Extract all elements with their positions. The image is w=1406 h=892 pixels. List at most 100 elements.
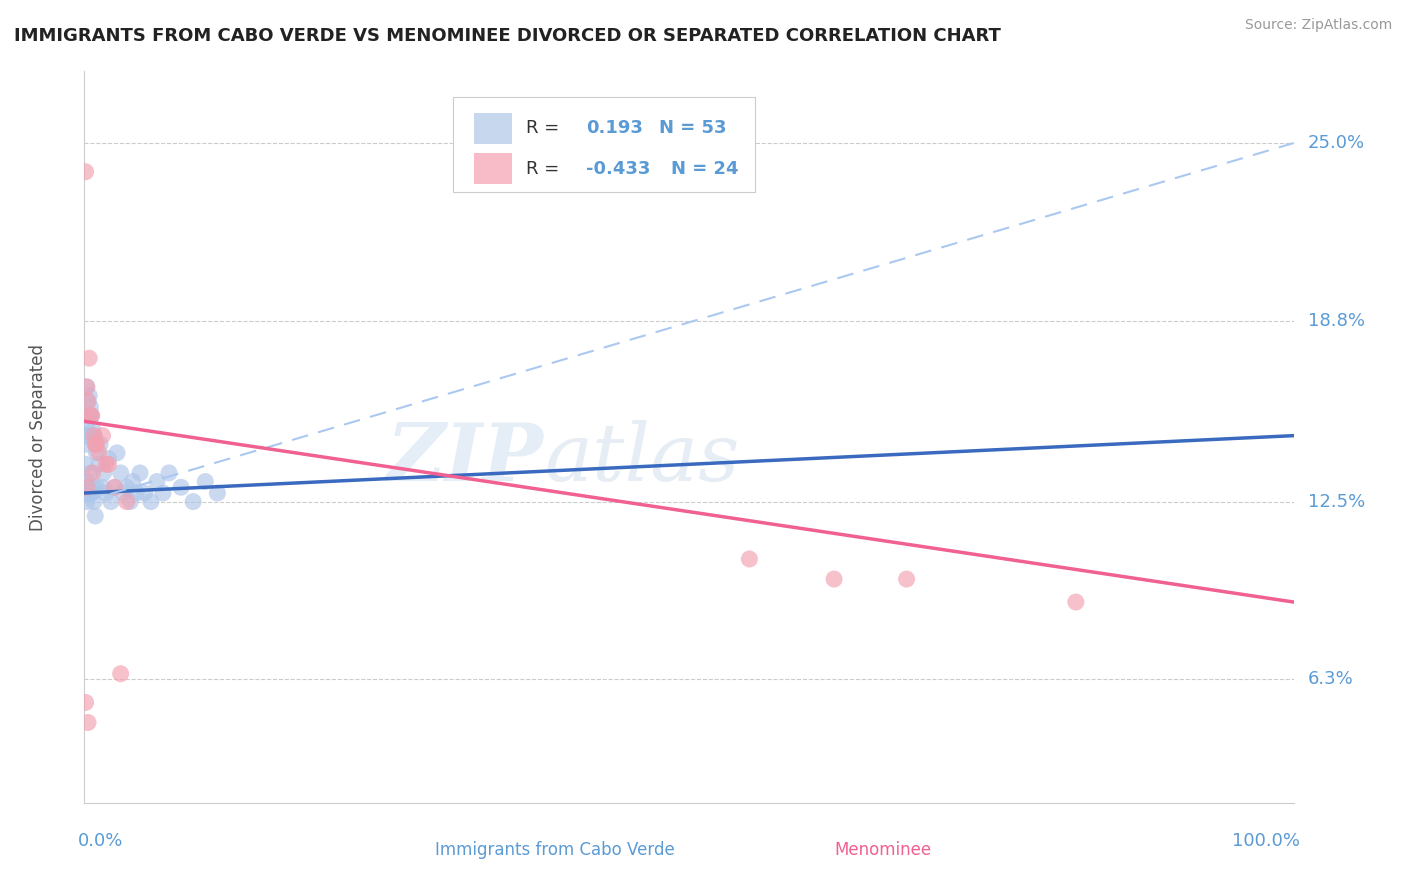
Point	[80, 486, 103, 500]
Point	[79, 409, 101, 423]
Text: Source: ZipAtlas.com: Source: ZipAtlas.com	[1244, 18, 1392, 32]
FancyBboxPatch shape	[453, 97, 755, 192]
Point	[181, 494, 204, 508]
Text: Immigrants from Cabo Verde: Immigrants from Cabo Verde	[434, 841, 675, 859]
Point	[157, 466, 180, 480]
Point	[207, 486, 229, 500]
Text: Divorced or Separated: Divorced or Separated	[30, 343, 48, 531]
Point	[79, 400, 101, 414]
Point	[80, 409, 103, 423]
Point	[129, 466, 152, 480]
Point	[120, 494, 142, 508]
Point	[76, 494, 98, 508]
Point	[823, 572, 845, 586]
Bar	[797, 841, 824, 858]
Point	[86, 480, 108, 494]
Point	[100, 494, 122, 508]
Point	[77, 486, 100, 500]
Point	[87, 446, 110, 460]
Point	[94, 486, 117, 500]
Point	[82, 480, 104, 494]
Point	[738, 552, 761, 566]
Point	[104, 480, 127, 494]
Point	[80, 409, 103, 423]
Point	[83, 428, 105, 442]
Point	[87, 458, 110, 472]
Text: ZIP: ZIP	[387, 420, 544, 498]
Text: 0.0%: 0.0%	[79, 832, 124, 850]
Text: R =: R =	[526, 160, 565, 178]
Point	[83, 494, 105, 508]
Point	[97, 451, 120, 466]
Text: -0.433: -0.433	[586, 160, 651, 178]
Point	[77, 715, 100, 730]
Point	[115, 494, 138, 508]
Point	[75, 695, 97, 709]
Point	[84, 437, 107, 451]
Text: N = 53: N = 53	[659, 120, 727, 137]
Point	[79, 466, 101, 480]
Text: 0.193: 0.193	[586, 120, 643, 137]
Point	[105, 446, 128, 460]
Point	[77, 394, 100, 409]
Point	[75, 428, 97, 442]
Point	[77, 409, 100, 423]
Point	[76, 475, 98, 489]
Point	[115, 480, 138, 494]
Point	[112, 486, 135, 500]
Point	[84, 508, 107, 523]
Text: 6.3%: 6.3%	[1308, 671, 1354, 689]
Point	[125, 486, 148, 500]
Point	[110, 666, 132, 681]
Point	[97, 458, 120, 472]
Point	[76, 380, 98, 394]
Text: 25.0%: 25.0%	[1308, 134, 1365, 152]
Point	[134, 486, 156, 500]
Point	[77, 409, 100, 423]
Point	[91, 480, 114, 494]
Point	[93, 466, 115, 480]
Text: N = 24: N = 24	[671, 160, 738, 178]
Point	[76, 480, 98, 494]
Point	[146, 475, 169, 489]
Point	[86, 437, 108, 451]
Point	[77, 351, 100, 366]
Text: IMMIGRANTS FROM CABO VERDE VS MENOMINEE DIVORCED OR SEPARATED CORRELATION CHART: IMMIGRANTS FROM CABO VERDE VS MENOMINEE …	[14, 27, 1001, 45]
Point	[84, 437, 107, 451]
Bar	[474, 153, 512, 184]
Point	[170, 480, 193, 494]
Point	[89, 437, 111, 451]
Bar	[474, 113, 512, 144]
Point	[896, 572, 918, 586]
Text: atlas: atlas	[544, 420, 740, 498]
Text: R =: R =	[526, 120, 565, 137]
Point	[110, 466, 132, 480]
Point	[76, 437, 98, 451]
Point	[75, 165, 97, 179]
Point	[77, 480, 100, 494]
Point	[86, 446, 108, 460]
Point	[76, 380, 98, 394]
Point	[82, 466, 104, 480]
Point	[82, 423, 104, 437]
Point	[77, 394, 100, 409]
Point	[94, 458, 117, 472]
Point	[121, 475, 143, 489]
Text: 18.8%: 18.8%	[1308, 312, 1365, 330]
Point	[76, 417, 98, 432]
Bar	[399, 841, 426, 858]
Point	[75, 409, 97, 423]
Point	[77, 428, 100, 442]
Point	[139, 494, 162, 508]
Point	[91, 428, 114, 442]
Point	[194, 475, 217, 489]
Text: 100.0%: 100.0%	[1232, 832, 1299, 850]
Text: Menominee: Menominee	[834, 841, 931, 859]
Point	[83, 428, 105, 442]
Point	[104, 480, 127, 494]
Text: 12.5%: 12.5%	[1308, 492, 1365, 510]
Point	[77, 388, 100, 402]
Point	[152, 486, 174, 500]
Point	[79, 428, 101, 442]
Point	[1064, 595, 1087, 609]
